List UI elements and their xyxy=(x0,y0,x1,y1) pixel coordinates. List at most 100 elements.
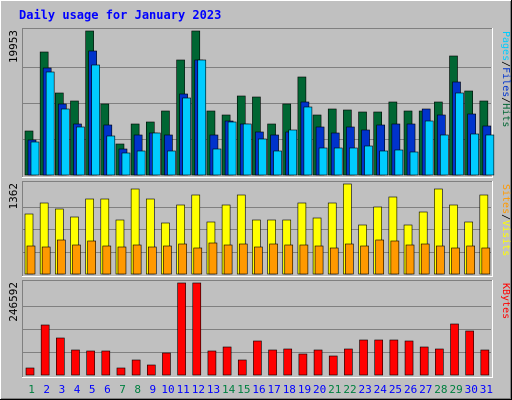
panel-max-label: 19953 xyxy=(7,30,20,63)
bar-sites-day-9 xyxy=(147,246,157,275)
bar-sites-day-6 xyxy=(102,245,112,275)
bar-pages-day-17 xyxy=(273,150,282,176)
bar-kbytes-day-4 xyxy=(71,349,80,376)
day-label-18: 18 xyxy=(283,383,296,396)
bar-pages-day-20 xyxy=(318,147,328,176)
bar-kbytes-day-15 xyxy=(237,359,247,376)
day-label-30: 30 xyxy=(465,383,478,396)
bar-kbytes-day-9 xyxy=(146,364,156,376)
bar-pages-day-13 xyxy=(212,148,222,176)
bar-sites-day-25 xyxy=(390,240,400,275)
bar-pages-day-12 xyxy=(197,59,207,176)
day-label-25: 25 xyxy=(389,383,402,396)
bar-kbytes-day-3 xyxy=(56,337,65,376)
bar-sites-day-27 xyxy=(420,243,430,275)
day-label-29: 29 xyxy=(449,383,462,396)
day-label-22: 22 xyxy=(343,383,356,396)
legend-item: / xyxy=(500,61,511,67)
panel-max-label: 246592 xyxy=(7,282,20,322)
series-pages xyxy=(30,59,495,176)
day-label-3: 3 xyxy=(59,383,66,396)
day-label-8: 8 xyxy=(134,383,141,396)
day-label-31: 31 xyxy=(480,383,493,396)
bar-sites-day-23 xyxy=(360,245,369,275)
day-label-1: 1 xyxy=(28,383,35,396)
bar-kbytes-day-8 xyxy=(131,359,141,376)
bar-sites-day-2 xyxy=(41,246,51,275)
bar-pages-day-2 xyxy=(45,71,55,176)
bar-pages-day-4 xyxy=(76,126,85,176)
panel-legend: Sites/Visits xyxy=(500,184,511,256)
day-label-10: 10 xyxy=(161,383,174,396)
bar-kbytes-day-22 xyxy=(344,348,353,376)
day-label-14: 14 xyxy=(222,383,236,396)
bar-pages-day-9 xyxy=(151,132,161,176)
bar-sites-day-28 xyxy=(436,245,445,275)
bar-pages-day-18 xyxy=(288,129,298,176)
bar-sites-day-10 xyxy=(163,245,172,275)
bar-pages-day-19 xyxy=(303,106,313,176)
bar-kbytes-day-21 xyxy=(328,355,338,376)
bar-kbytes-day-12 xyxy=(192,282,202,376)
bar-pages-day-24 xyxy=(379,150,389,176)
panel-kbytes: 246592 KBytes xyxy=(7,280,511,378)
bar-kbytes-day-11 xyxy=(177,282,186,376)
bar-kbytes-day-23 xyxy=(359,339,368,376)
bar-sites-day-31 xyxy=(481,247,491,275)
bar-kbytes-day-20 xyxy=(313,349,323,376)
panel-visitors: 1362 Sites/Visits xyxy=(7,181,511,277)
bar-kbytes-day-18 xyxy=(283,348,293,376)
bar-pages-day-1 xyxy=(30,141,40,176)
legend-item: / xyxy=(500,214,511,220)
day-label-20: 20 xyxy=(313,383,326,396)
bar-pages-day-22 xyxy=(349,147,358,176)
bar-kbytes-day-10 xyxy=(162,352,171,376)
bar-sites-day-7 xyxy=(117,246,127,275)
bar-pages-day-6 xyxy=(106,135,116,176)
bar-kbytes-day-27 xyxy=(419,346,429,376)
bar-sites-day-26 xyxy=(405,244,415,275)
bar-pages-day-29 xyxy=(455,92,464,176)
legend-item: Visits xyxy=(500,220,511,256)
bar-kbytes-day-26 xyxy=(404,340,414,376)
bar-sites-day-21 xyxy=(329,247,339,275)
bar-kbytes-day-5 xyxy=(86,350,95,376)
day-label-2: 2 xyxy=(43,383,50,396)
bar-sites-day-20 xyxy=(314,245,324,275)
bar-sites-day-5 xyxy=(87,240,96,275)
bar-pages-day-14 xyxy=(227,121,237,176)
legend-item: Hits xyxy=(500,103,511,127)
bar-pages-day-16 xyxy=(258,138,267,176)
panel-legend: KBytes xyxy=(500,283,511,319)
bar-kbytes-day-6 xyxy=(101,350,111,376)
bar-kbytes-day-17 xyxy=(268,349,277,376)
bar-pages-day-21 xyxy=(333,147,343,176)
bar-pages-day-10 xyxy=(167,150,176,176)
bar-sites-day-29 xyxy=(451,247,460,275)
chart-title: Daily usage for January 2023 xyxy=(19,8,221,22)
day-label-5: 5 xyxy=(89,383,96,396)
day-label-12: 12 xyxy=(192,383,205,396)
bar-pages-day-23 xyxy=(364,145,373,176)
legend-item: Pages xyxy=(500,31,511,61)
bar-sites-day-13 xyxy=(208,242,218,275)
bar-kbytes-day-16 xyxy=(253,340,262,376)
bar-kbytes-day-7 xyxy=(116,367,126,376)
bar-sites-day-8 xyxy=(132,244,142,275)
bar-sites-day-3 xyxy=(57,239,66,275)
bar-kbytes-day-1 xyxy=(25,367,35,376)
bar-pages-day-31 xyxy=(485,134,495,176)
panel-legend: Pages/Files/Hits xyxy=(500,31,511,127)
legend-item: KBytes xyxy=(500,283,511,319)
day-label-4: 4 xyxy=(74,383,81,396)
legend-item: Sites xyxy=(500,184,511,214)
legend-item: Files xyxy=(500,67,511,97)
series-kbytes xyxy=(25,282,490,376)
day-label-9: 9 xyxy=(150,383,157,396)
day-label-27: 27 xyxy=(419,383,432,396)
day-label-28: 28 xyxy=(434,383,447,396)
bar-sites-day-16 xyxy=(254,246,263,275)
day-label-15: 15 xyxy=(237,383,250,396)
bar-sites-day-17 xyxy=(269,243,278,275)
